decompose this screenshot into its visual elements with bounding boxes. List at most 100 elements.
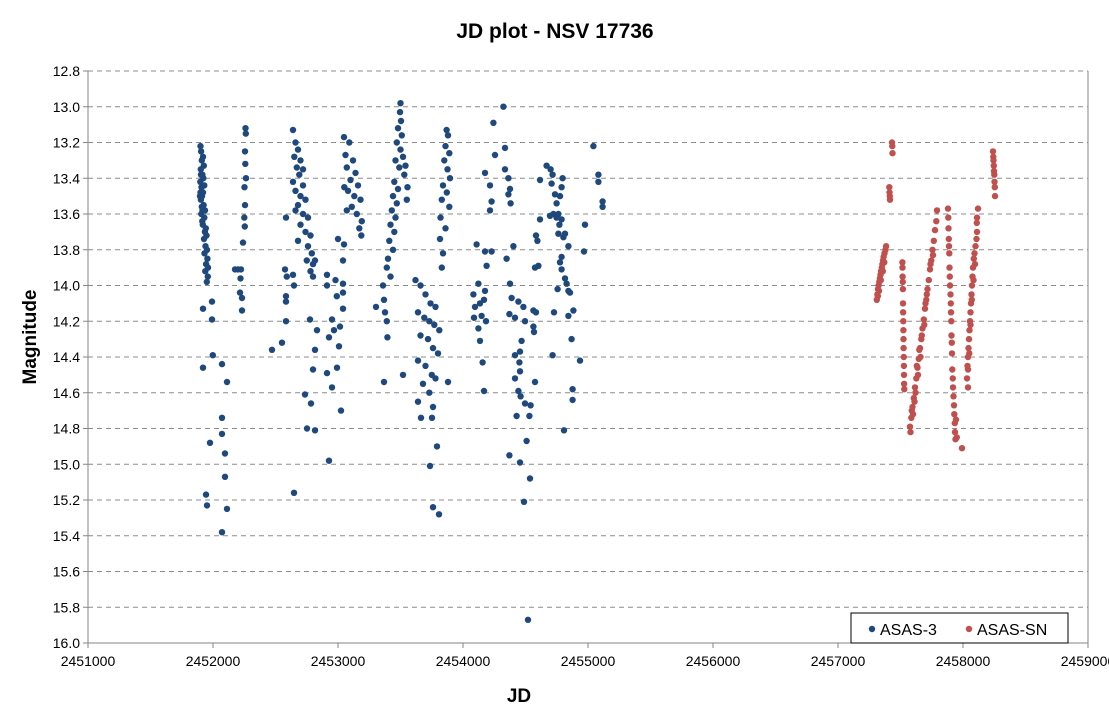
data-point: [968, 291, 975, 298]
data-point: [446, 175, 454, 182]
data-point: [386, 237, 393, 244]
data-point: [548, 180, 555, 187]
data-point: [900, 353, 907, 361]
data-point: [241, 184, 248, 191]
data-point: [397, 117, 405, 125]
data-point: [490, 119, 497, 127]
data-point: [899, 309, 907, 316]
data-point: [506, 310, 513, 318]
data-point: [476, 300, 484, 307]
data-point: [515, 298, 522, 305]
data-point: [515, 387, 522, 395]
x-tick-label: 2453000: [311, 653, 366, 669]
legend-marker-asas-sn: [965, 625, 973, 633]
data-point: [339, 305, 347, 312]
data-point: [412, 276, 419, 284]
legend: ASAS-3 ASAS-SN: [850, 612, 1069, 644]
data-point: [339, 280, 347, 287]
data-point: [949, 375, 956, 382]
data-point: [991, 171, 998, 178]
data-point: [302, 196, 309, 203]
data-point: [201, 182, 208, 189]
data-point: [581, 221, 589, 228]
data-point: [332, 276, 339, 284]
data-point: [396, 108, 404, 116]
data-point: [973, 235, 980, 243]
data-point: [398, 132, 405, 139]
data-point: [946, 250, 953, 257]
data-point: [203, 246, 211, 253]
y-tick-label: 16.0: [53, 635, 80, 651]
data-point: [301, 391, 309, 398]
data-point: [991, 184, 998, 191]
data-point: [569, 386, 576, 393]
data-point: [949, 384, 957, 391]
data-point: [392, 157, 399, 164]
data-point: [889, 142, 896, 150]
data-point: [422, 362, 429, 370]
data-point: [925, 276, 932, 284]
data-point: [558, 266, 565, 273]
data-point: [297, 221, 304, 228]
data-point: [241, 214, 248, 221]
data-point: [391, 228, 398, 236]
y-tick-label: 13.8: [53, 242, 80, 258]
data-point: [590, 142, 597, 150]
data-point: [900, 362, 908, 370]
data-point: [486, 207, 494, 214]
data-point: [972, 243, 979, 250]
legend-label-asas-sn: ASAS-SN: [977, 622, 1047, 639]
data-point: [899, 264, 906, 271]
data-point: [500, 103, 507, 110]
data-point: [302, 228, 309, 236]
data-point: [442, 142, 449, 150]
data-point: [204, 273, 211, 280]
data-point: [436, 327, 443, 334]
data-point: [428, 414, 436, 421]
data-point: [439, 250, 447, 257]
data-point: [221, 473, 229, 480]
data-point: [289, 126, 297, 134]
data-point: [306, 316, 314, 323]
data-point: [203, 278, 210, 286]
data-point: [933, 218, 940, 225]
data-point: [354, 182, 362, 189]
data-point: [549, 352, 556, 359]
data-point: [292, 139, 299, 146]
data-point: [973, 214, 981, 221]
data-point: [516, 348, 524, 355]
data-point: [924, 285, 931, 293]
data-point: [393, 139, 400, 146]
data-point: [990, 157, 997, 164]
data-point: [434, 350, 442, 357]
y-tick-label: 14.8: [53, 421, 80, 437]
data-point: [906, 423, 914, 430]
data-point: [481, 287, 489, 295]
data-point: [480, 387, 488, 395]
data-point: [949, 366, 956, 373]
series-asas-sn: [873, 139, 999, 452]
data-point: [513, 412, 520, 420]
data-point: [521, 318, 529, 325]
data-point: [921, 305, 929, 312]
data-point: [530, 323, 537, 330]
data-point: [556, 192, 564, 200]
data-point: [560, 234, 567, 241]
data-point: [282, 318, 290, 325]
data-point: [387, 221, 394, 228]
data-point: [889, 150, 896, 157]
data-point: [311, 427, 319, 434]
data-point: [547, 166, 554, 173]
data-point: [397, 100, 404, 107]
data-point: [899, 278, 906, 286]
data-point: [311, 346, 319, 353]
data-point: [299, 210, 307, 218]
data-point: [289, 178, 297, 185]
data-point: [199, 218, 206, 225]
data-point: [438, 264, 445, 271]
data-point: [204, 255, 211, 262]
data-point: [208, 316, 216, 323]
data-point: [968, 296, 975, 303]
data-point: [877, 276, 884, 284]
data-point: [991, 178, 998, 185]
